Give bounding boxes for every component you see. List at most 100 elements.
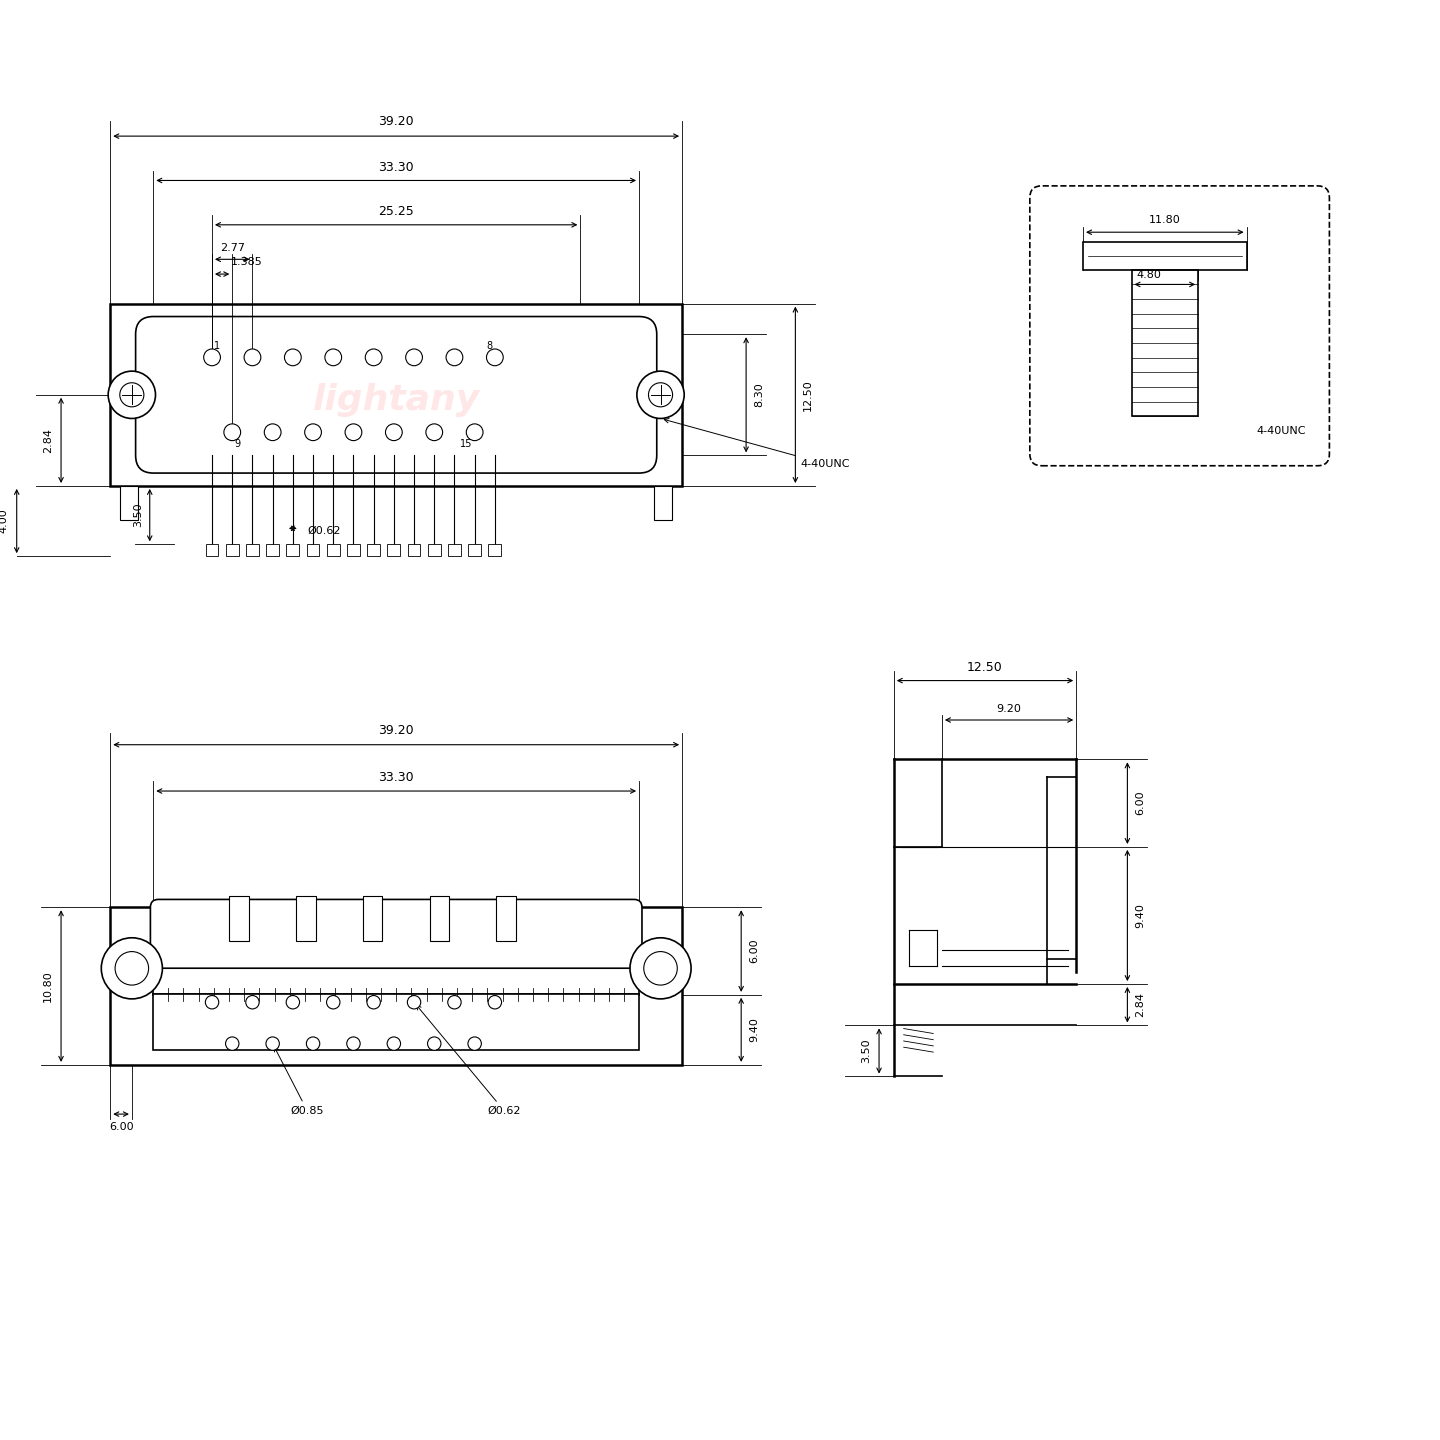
Text: 9.40: 9.40	[1135, 903, 1145, 927]
Bar	[153, 907, 639, 995]
Text: 8: 8	[487, 341, 492, 351]
Text: 39.20: 39.20	[379, 724, 413, 737]
Circle shape	[487, 348, 503, 366]
Bar	[287, 544, 300, 556]
Text: 9.40: 9.40	[749, 1018, 759, 1043]
Text: 12.50: 12.50	[804, 379, 814, 410]
Bar	[429, 896, 449, 940]
Circle shape	[387, 1037, 400, 1050]
Bar	[347, 544, 360, 556]
Text: 33.30: 33.30	[379, 772, 413, 785]
Circle shape	[246, 995, 259, 1009]
Bar	[488, 544, 501, 556]
Text: lightany: lightany	[312, 383, 480, 416]
Bar	[307, 544, 320, 556]
Text: Ø0.62: Ø0.62	[416, 1005, 521, 1116]
Bar	[297, 896, 315, 940]
Circle shape	[305, 423, 321, 441]
Circle shape	[265, 423, 281, 441]
Text: 2.77: 2.77	[220, 243, 245, 253]
Bar	[120, 485, 138, 520]
Circle shape	[644, 952, 677, 985]
Bar	[1083, 242, 1247, 269]
Bar	[226, 544, 239, 556]
Circle shape	[223, 423, 240, 441]
Text: Ø0.62: Ø0.62	[308, 526, 341, 536]
Bar	[266, 544, 279, 556]
Text: 9: 9	[235, 439, 240, 449]
Bar	[428, 544, 441, 556]
Bar	[497, 896, 516, 940]
Bar	[206, 544, 219, 556]
Text: 6.00: 6.00	[1135, 791, 1145, 815]
Circle shape	[648, 383, 672, 408]
Circle shape	[325, 348, 341, 366]
Circle shape	[468, 1037, 481, 1050]
Bar	[654, 485, 672, 520]
Bar	[408, 544, 420, 556]
Bar	[229, 896, 249, 940]
Text: 25.25: 25.25	[379, 204, 415, 217]
Text: 4.00: 4.00	[0, 508, 9, 533]
Circle shape	[408, 995, 420, 1009]
Text: 4.80: 4.80	[1136, 269, 1162, 279]
Bar	[327, 544, 340, 556]
Circle shape	[386, 423, 402, 441]
Circle shape	[428, 1037, 441, 1050]
FancyBboxPatch shape	[135, 317, 657, 474]
Text: 8.30: 8.30	[755, 383, 765, 408]
Circle shape	[426, 423, 442, 441]
Text: 33.30: 33.30	[379, 161, 413, 174]
Text: 1.385: 1.385	[230, 258, 262, 268]
Text: 9.20: 9.20	[996, 704, 1021, 714]
FancyBboxPatch shape	[1030, 186, 1329, 465]
Text: 1: 1	[215, 341, 220, 351]
Text: Ø0.85: Ø0.85	[275, 1047, 324, 1116]
Bar	[448, 544, 461, 556]
Circle shape	[488, 995, 501, 1009]
Circle shape	[367, 995, 380, 1009]
Text: 3.50: 3.50	[132, 503, 143, 527]
Text: 11.80: 11.80	[1149, 216, 1181, 225]
Circle shape	[266, 1037, 279, 1050]
Text: 3.50: 3.50	[861, 1038, 871, 1063]
Circle shape	[203, 348, 220, 366]
Circle shape	[226, 1037, 239, 1050]
Circle shape	[636, 372, 684, 419]
Circle shape	[347, 1037, 360, 1050]
Circle shape	[120, 383, 144, 408]
Text: 2.84: 2.84	[1135, 992, 1145, 1017]
Circle shape	[346, 423, 361, 441]
Circle shape	[243, 348, 261, 366]
Text: 4-40UNC: 4-40UNC	[1256, 426, 1306, 436]
Circle shape	[307, 1037, 320, 1050]
Bar	[363, 896, 383, 940]
Circle shape	[108, 372, 156, 419]
Bar	[468, 544, 481, 556]
Circle shape	[115, 952, 148, 985]
Text: 12.50: 12.50	[968, 661, 1002, 674]
Text: 39.20: 39.20	[379, 115, 413, 128]
Circle shape	[467, 423, 482, 441]
Bar	[111, 907, 683, 1064]
Text: 15: 15	[461, 439, 472, 449]
Text: 4-40UNC: 4-40UNC	[664, 419, 850, 469]
Bar	[367, 544, 380, 556]
Circle shape	[366, 348, 382, 366]
Bar	[111, 304, 683, 485]
Text: 6.00: 6.00	[109, 1122, 134, 1132]
Circle shape	[287, 995, 300, 1009]
Bar	[246, 544, 259, 556]
Circle shape	[206, 995, 219, 1009]
Circle shape	[327, 995, 340, 1009]
Circle shape	[285, 348, 301, 366]
Circle shape	[448, 995, 461, 1009]
Circle shape	[629, 937, 691, 999]
Bar	[387, 544, 400, 556]
Text: 10.80: 10.80	[43, 971, 53, 1002]
Text: 6.00: 6.00	[749, 939, 759, 963]
Circle shape	[446, 348, 462, 366]
Circle shape	[406, 348, 422, 366]
Bar	[153, 994, 639, 1050]
Bar	[1132, 269, 1198, 416]
